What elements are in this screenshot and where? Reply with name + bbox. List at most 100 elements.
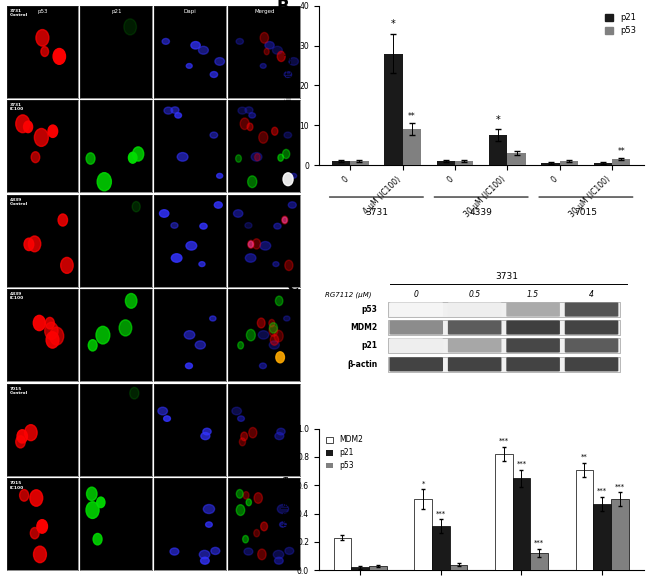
Circle shape <box>261 522 268 531</box>
Circle shape <box>238 342 244 349</box>
Ellipse shape <box>172 254 182 262</box>
Circle shape <box>20 490 29 501</box>
Ellipse shape <box>244 548 253 555</box>
Text: p21: p21 <box>361 341 377 350</box>
Ellipse shape <box>200 223 207 229</box>
Circle shape <box>276 352 285 363</box>
Circle shape <box>16 436 25 448</box>
Circle shape <box>257 549 266 560</box>
Ellipse shape <box>211 547 220 555</box>
Bar <box>432 526 450 570</box>
Circle shape <box>239 438 246 446</box>
Bar <box>495 454 513 570</box>
Ellipse shape <box>245 254 256 262</box>
Bar <box>593 163 612 165</box>
Circle shape <box>60 257 73 274</box>
Ellipse shape <box>232 407 241 415</box>
Circle shape <box>249 427 257 438</box>
Text: p53: p53 <box>361 305 377 314</box>
Text: **: ** <box>618 146 625 156</box>
Ellipse shape <box>216 173 223 178</box>
Ellipse shape <box>203 505 214 514</box>
Circle shape <box>283 173 293 185</box>
FancyBboxPatch shape <box>389 320 443 335</box>
Ellipse shape <box>275 433 284 439</box>
Ellipse shape <box>171 222 178 228</box>
Ellipse shape <box>185 363 192 369</box>
Bar <box>332 161 350 165</box>
Circle shape <box>278 154 283 161</box>
Ellipse shape <box>265 41 274 49</box>
Circle shape <box>124 19 136 35</box>
Text: 4339
IC100: 4339 IC100 <box>9 292 23 301</box>
Circle shape <box>86 153 95 164</box>
Circle shape <box>37 520 47 533</box>
Bar <box>541 163 560 165</box>
Circle shape <box>29 236 41 252</box>
Circle shape <box>46 317 55 329</box>
Ellipse shape <box>201 557 209 564</box>
FancyBboxPatch shape <box>506 357 560 372</box>
Text: 3731
Control: 3731 Control <box>9 9 27 17</box>
Circle shape <box>129 152 137 163</box>
Ellipse shape <box>177 153 188 161</box>
Y-axis label: Fluo. intensity/cell: Fluo. intensity/cell <box>285 50 294 120</box>
Text: β-actin: β-actin <box>347 360 377 369</box>
Text: *: * <box>391 19 396 29</box>
Y-axis label: Protein level/β-actin: Protein level/β-actin <box>282 461 291 538</box>
Circle shape <box>17 430 27 443</box>
Text: B: B <box>277 0 289 16</box>
Ellipse shape <box>205 522 213 527</box>
Ellipse shape <box>184 331 195 339</box>
Ellipse shape <box>289 58 298 65</box>
Ellipse shape <box>159 210 169 217</box>
Ellipse shape <box>260 63 266 69</box>
FancyBboxPatch shape <box>565 302 618 317</box>
Bar <box>455 161 473 165</box>
Ellipse shape <box>272 46 282 54</box>
Circle shape <box>86 502 99 518</box>
Circle shape <box>31 528 39 539</box>
Ellipse shape <box>210 71 218 78</box>
Ellipse shape <box>283 316 290 321</box>
Bar <box>350 161 369 165</box>
Circle shape <box>270 335 279 345</box>
Text: ***: *** <box>499 438 509 444</box>
Ellipse shape <box>249 113 255 118</box>
Circle shape <box>130 387 139 399</box>
Circle shape <box>58 214 68 226</box>
Circle shape <box>34 128 48 146</box>
Circle shape <box>243 491 249 499</box>
Circle shape <box>283 149 290 158</box>
Ellipse shape <box>269 341 280 349</box>
Circle shape <box>285 260 293 271</box>
Circle shape <box>274 330 283 342</box>
Bar <box>611 499 629 570</box>
Ellipse shape <box>187 63 192 69</box>
Circle shape <box>49 327 64 345</box>
Text: 3731: 3731 <box>365 208 388 217</box>
FancyBboxPatch shape <box>448 357 501 372</box>
Circle shape <box>53 48 66 65</box>
Circle shape <box>277 51 285 62</box>
Text: 7015
IC100: 7015 IC100 <box>9 481 23 490</box>
Text: Merged: Merged <box>254 9 274 13</box>
Circle shape <box>246 499 252 506</box>
Circle shape <box>46 332 59 348</box>
Text: C: C <box>287 278 298 295</box>
FancyBboxPatch shape <box>565 338 618 353</box>
Circle shape <box>16 115 30 132</box>
Text: 3731: 3731 <box>496 272 519 281</box>
Circle shape <box>236 505 245 516</box>
Circle shape <box>41 47 49 56</box>
Circle shape <box>36 29 49 46</box>
Circle shape <box>34 546 46 563</box>
Circle shape <box>248 176 257 188</box>
Text: Dapi: Dapi <box>184 9 197 13</box>
FancyBboxPatch shape <box>448 338 501 353</box>
Text: ***: *** <box>436 510 446 517</box>
FancyBboxPatch shape <box>389 338 443 353</box>
Bar <box>575 469 593 570</box>
Circle shape <box>246 329 255 341</box>
Bar <box>402 129 421 165</box>
